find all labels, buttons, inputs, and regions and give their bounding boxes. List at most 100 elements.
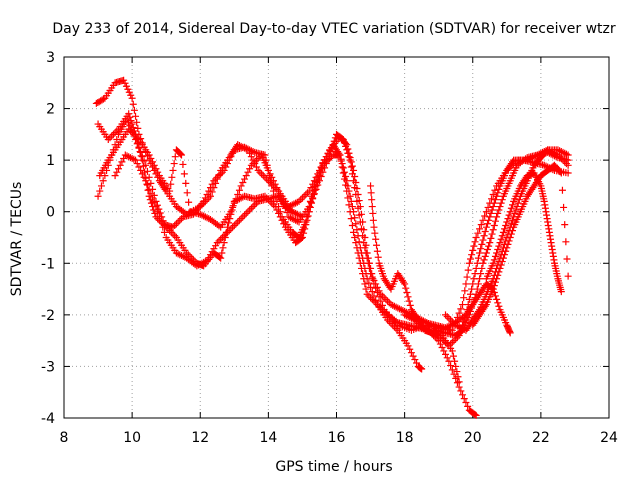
data-point [353, 244, 361, 252]
data-point [304, 208, 312, 216]
data-point [339, 169, 347, 177]
data-point [116, 161, 124, 169]
data-point [230, 221, 238, 229]
data-point [308, 192, 316, 200]
data-point [123, 115, 131, 123]
data-point [150, 198, 158, 206]
data-point [561, 149, 569, 157]
data-point [218, 234, 226, 241]
x-tick-label: 20 [464, 430, 482, 446]
data-point [502, 247, 510, 255]
data-point [256, 168, 264, 176]
data-point [315, 177, 323, 185]
data-point [195, 261, 203, 269]
data-point [285, 213, 293, 221]
data-point [198, 259, 206, 267]
data-point [244, 168, 252, 176]
data-point [224, 160, 231, 168]
data-point [490, 282, 498, 290]
data-point [111, 172, 119, 180]
data-point [477, 245, 485, 253]
data-point [176, 149, 184, 157]
data-point [132, 112, 140, 120]
data-point [348, 221, 356, 229]
data-point [480, 256, 488, 264]
data-point [363, 254, 371, 262]
data-point [494, 299, 502, 307]
data-point [276, 208, 284, 216]
data-point [506, 208, 514, 216]
data-point [470, 242, 478, 250]
data-point [113, 127, 121, 135]
data-point [258, 170, 266, 178]
data-point [442, 311, 449, 319]
data-point [232, 195, 240, 203]
data-point [262, 156, 270, 164]
data-point [488, 206, 496, 214]
data-point [463, 273, 471, 281]
data-point [300, 192, 308, 200]
data-point [266, 172, 274, 180]
data-point [363, 290, 371, 298]
data-point [491, 278, 499, 286]
data-point [406, 313, 414, 321]
data-point [249, 160, 257, 168]
data-point [557, 148, 565, 156]
data-point [389, 321, 397, 329]
data-point [196, 260, 204, 268]
data-point [180, 170, 188, 178]
data-point [118, 158, 126, 166]
data-point [133, 118, 141, 126]
data-point [482, 223, 490, 231]
data-point [235, 186, 243, 194]
data-point [369, 209, 377, 217]
data-point [237, 194, 245, 202]
data-point [474, 280, 482, 288]
data-point [326, 147, 334, 155]
data-point [346, 208, 354, 216]
data-point [476, 249, 484, 257]
data-point [359, 232, 367, 240]
data-point [378, 292, 386, 300]
data-point [305, 203, 313, 211]
data-point [122, 82, 130, 90]
data-point [133, 160, 141, 168]
data-point [106, 134, 114, 142]
data-point [335, 149, 343, 157]
data-point [99, 177, 107, 185]
data-point [356, 218, 364, 226]
data-point [401, 311, 409, 319]
data-point [208, 188, 216, 196]
data-point [302, 218, 310, 226]
data-point [558, 186, 566, 194]
data-point [104, 136, 112, 144]
data-point [484, 246, 492, 254]
data-point [319, 159, 327, 167]
data-point [373, 247, 381, 255]
data-point [145, 151, 153, 159]
data-point [140, 157, 148, 165]
y-tick-label: -4 [41, 411, 55, 427]
data-point [206, 184, 214, 192]
data-point [407, 349, 415, 357]
data-point [251, 201, 259, 209]
data-point [154, 168, 162, 176]
data-point [242, 209, 250, 217]
data-point [489, 226, 497, 234]
data-point [448, 338, 456, 346]
y-tick-label: -3 [41, 359, 55, 375]
data-point [487, 209, 495, 217]
series-track-7 [411, 148, 572, 339]
data-point [343, 146, 351, 154]
data-point [377, 297, 385, 305]
data-point [135, 144, 143, 152]
data-point [149, 194, 157, 202]
data-point [399, 307, 407, 315]
data-point [508, 201, 516, 209]
y-tick-labels: -4 -3 -2 -1 0 1 2 3 [41, 50, 55, 427]
data-point [176, 251, 184, 259]
data-point [351, 214, 359, 222]
data-point [205, 187, 213, 195]
data-point [312, 178, 320, 186]
data-point [459, 391, 467, 399]
